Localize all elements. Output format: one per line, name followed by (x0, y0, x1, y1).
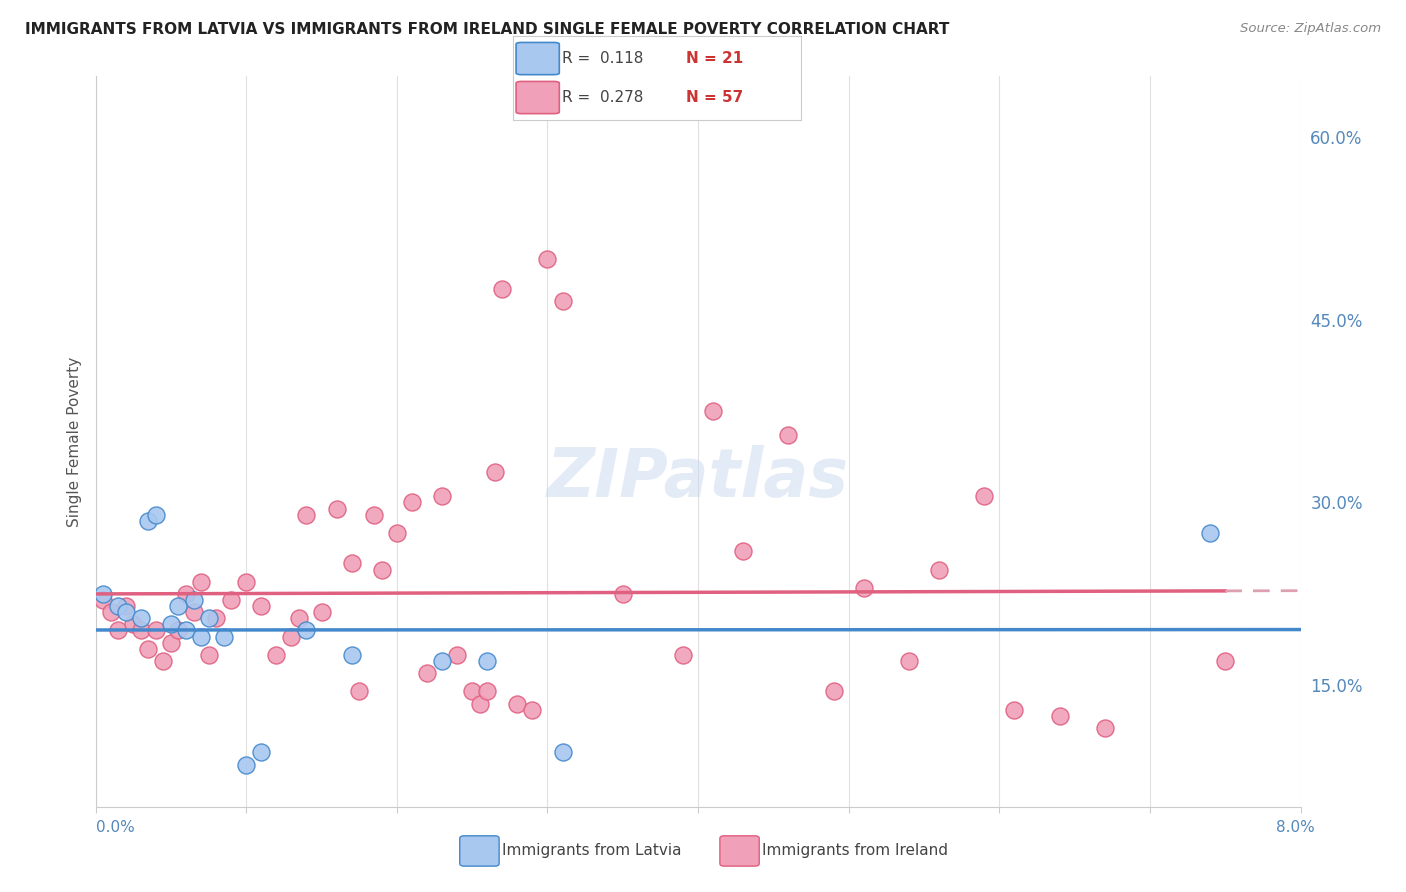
Point (778, 428, 800, 442)
Point (401, 495, 423, 509)
Point (477, 654, 499, 668)
Point (551, 746, 574, 760)
Point (160, 617, 183, 632)
Point (612, 587, 634, 601)
FancyBboxPatch shape (516, 81, 560, 113)
Text: Immigrants from Latvia: Immigrants from Latvia (502, 844, 682, 858)
Point (1002, 703, 1025, 717)
Point (340, 648, 363, 662)
Point (107, 599, 129, 614)
Point (1094, 721, 1116, 735)
Point (446, 648, 468, 662)
Point (325, 501, 347, 516)
Point (197, 648, 219, 662)
Point (522, 703, 544, 717)
Point (733, 544, 755, 558)
Point (928, 563, 950, 577)
Point (702, 404, 724, 418)
Point (852, 581, 875, 595)
Point (506, 697, 529, 711)
Text: N = 21: N = 21 (686, 51, 744, 66)
Point (91, 593, 114, 607)
Point (491, 282, 513, 296)
Point (468, 697, 491, 711)
Point (235, 757, 257, 772)
Point (430, 654, 453, 668)
Point (340, 557, 363, 571)
Y-axis label: Single Female Poverty: Single Female Poverty (66, 357, 82, 526)
Point (672, 648, 695, 662)
Point (197, 611, 219, 625)
Point (122, 617, 145, 632)
Point (129, 611, 152, 625)
Text: 0.0%: 0.0% (96, 821, 135, 835)
Point (484, 465, 506, 479)
Point (477, 684, 499, 698)
Text: R =  0.278: R = 0.278 (562, 90, 644, 105)
Point (114, 599, 136, 614)
Text: R =  0.118: R = 0.118 (562, 51, 644, 66)
Point (385, 526, 408, 541)
Text: IMMIGRANTS FROM LATVIA VS IMMIGRANTS FROM IRELAND SINGLE FEMALE POVERTY CORRELAT: IMMIGRANTS FROM LATVIA VS IMMIGRANTS FRO… (25, 22, 949, 37)
Point (430, 489, 453, 503)
Point (174, 587, 197, 601)
Point (152, 654, 174, 668)
Point (363, 508, 385, 522)
Point (266, 648, 288, 662)
Text: Immigrants from Ireland: Immigrants from Ireland (762, 844, 948, 858)
Point (190, 630, 212, 644)
Text: ZIPatlas: ZIPatlas (547, 445, 849, 511)
Point (1049, 708, 1071, 723)
Point (190, 574, 212, 589)
Point (461, 684, 484, 698)
Point (250, 599, 273, 614)
Text: Source: ZipAtlas.com: Source: ZipAtlas.com (1240, 22, 1381, 36)
Point (174, 624, 197, 638)
Point (823, 684, 845, 698)
Point (145, 508, 167, 522)
Point (897, 654, 920, 668)
Point (129, 624, 152, 638)
Point (371, 563, 394, 577)
Point (145, 624, 167, 638)
Point (280, 630, 302, 644)
Point (347, 684, 370, 698)
Point (167, 624, 190, 638)
Point (250, 746, 273, 760)
Point (1213, 654, 1236, 668)
Point (235, 574, 257, 589)
Point (107, 624, 129, 638)
Point (311, 605, 333, 619)
Point (160, 635, 183, 649)
Point (183, 605, 205, 619)
Point (551, 294, 574, 309)
Point (136, 514, 159, 528)
Point (167, 599, 190, 614)
Point (91, 587, 114, 601)
FancyBboxPatch shape (516, 43, 560, 75)
Point (416, 666, 439, 681)
Text: N = 57: N = 57 (686, 90, 744, 105)
Point (219, 593, 242, 607)
Point (114, 605, 136, 619)
Point (100, 605, 122, 619)
Point (288, 611, 311, 625)
Point (136, 641, 159, 656)
Point (1199, 526, 1222, 541)
Point (973, 489, 995, 503)
Point (295, 508, 318, 522)
Point (295, 624, 318, 638)
Point (212, 630, 235, 644)
Point (183, 593, 205, 607)
Point (205, 611, 228, 625)
Point (536, 252, 558, 266)
Text: 8.0%: 8.0% (1275, 821, 1315, 835)
